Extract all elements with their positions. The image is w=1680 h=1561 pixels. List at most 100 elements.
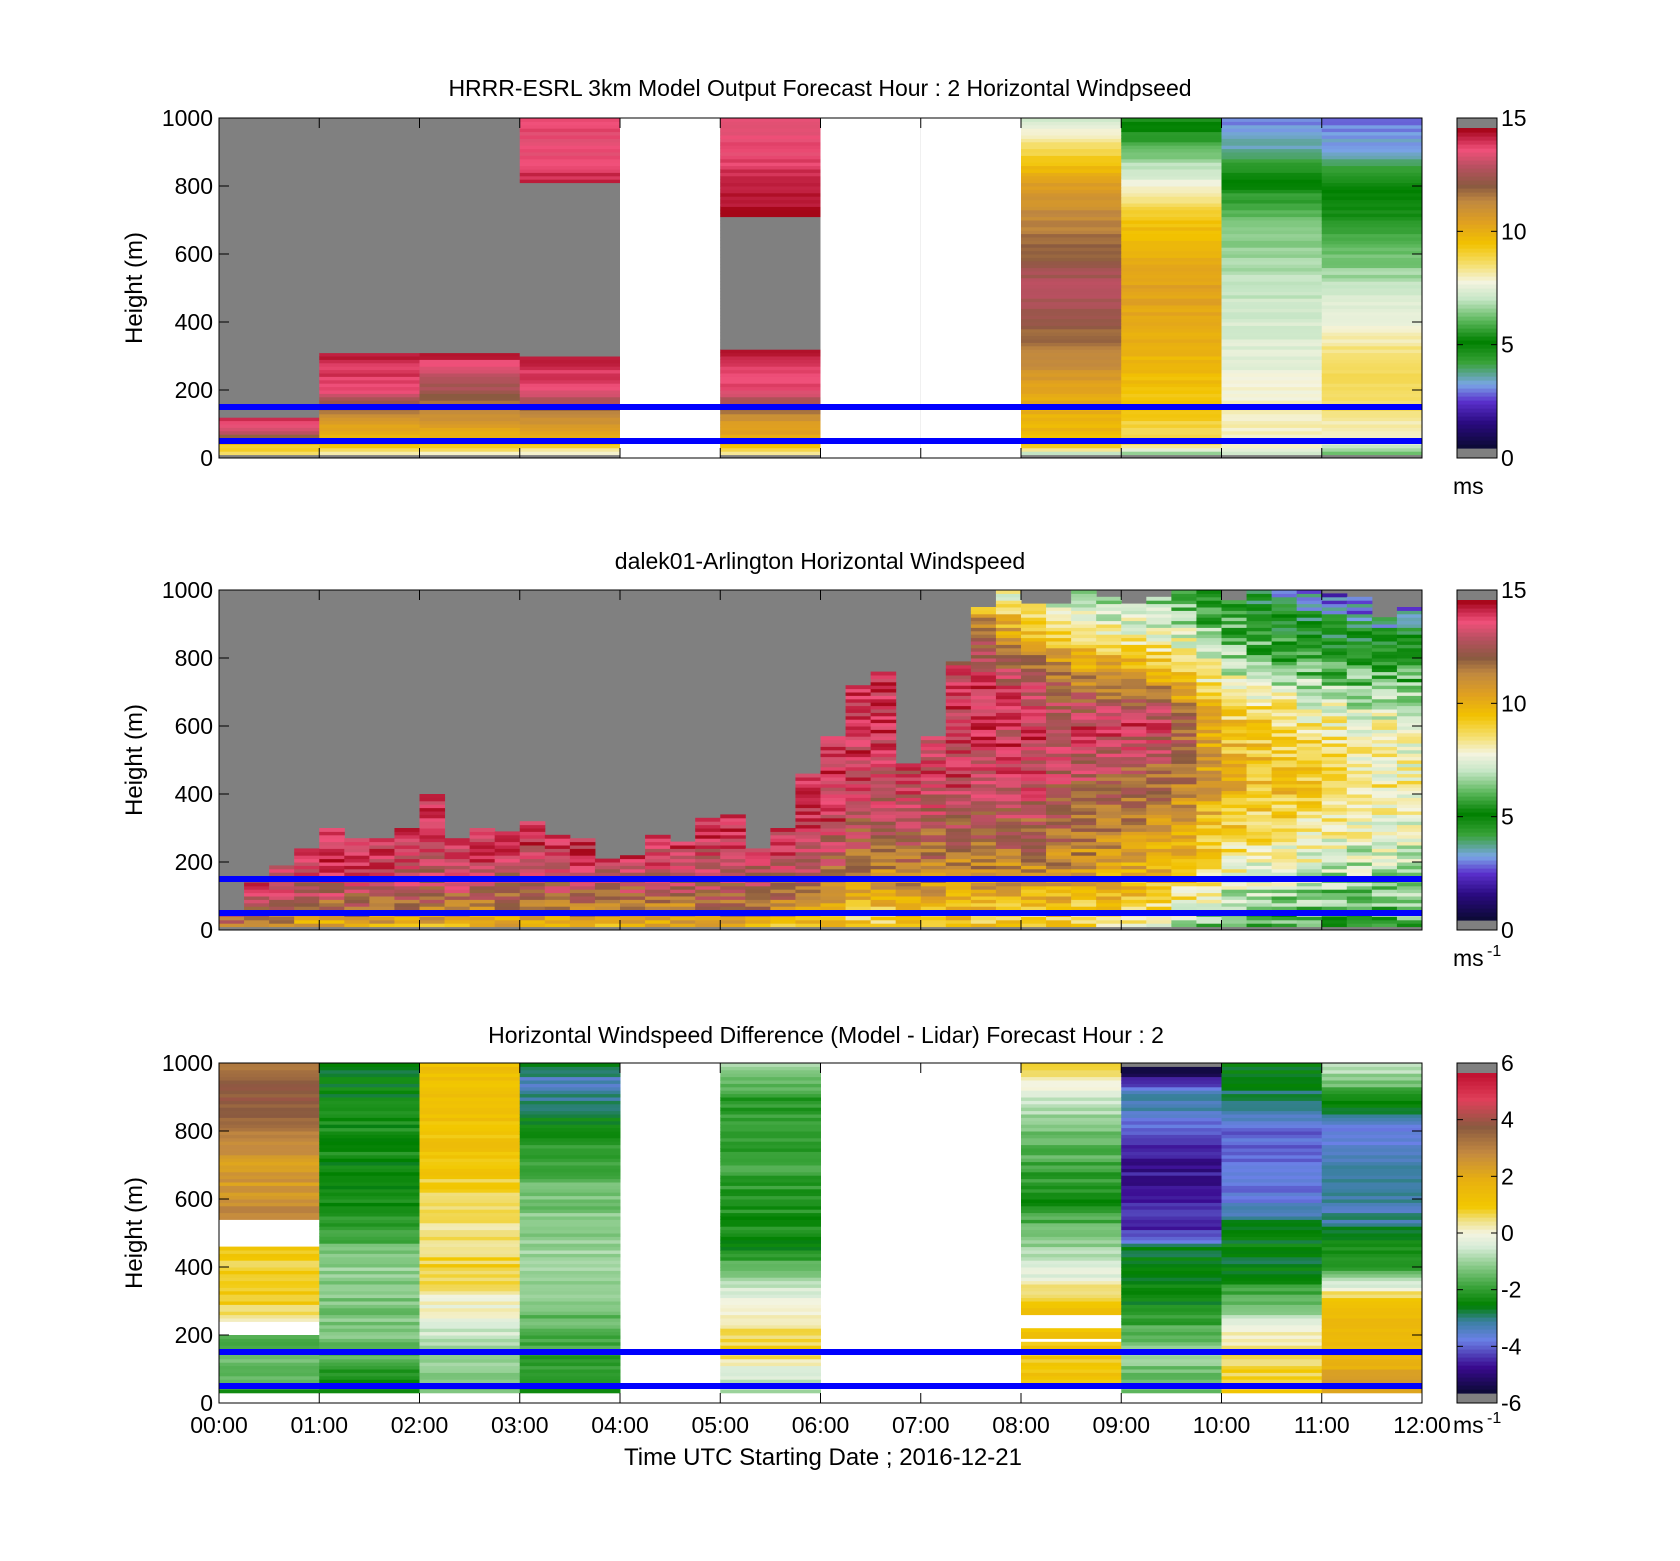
heatmap-cell (219, 447, 320, 452)
heatmap-cell (1296, 817, 1323, 822)
heatmap-cell (1171, 620, 1197, 625)
heatmap-cell (419, 240, 521, 245)
heatmap-cell (1196, 814, 1222, 819)
heatmap-cell (419, 444, 521, 449)
heatmap-cell (845, 777, 872, 781)
heatmap-cell (394, 838, 420, 843)
heatmap-cell (319, 1338, 420, 1343)
heatmap-cell (895, 872, 922, 877)
heatmap-cell (1221, 250, 1323, 255)
heatmap-cell (1071, 617, 1097, 622)
heatmap-cell (820, 817, 847, 822)
heatmap-cell (1096, 831, 1122, 836)
colorbar-segment (1457, 772, 1497, 777)
heatmap-cell (319, 1294, 420, 1299)
heatmap-cell (1221, 811, 1248, 815)
heatmap-cell (219, 216, 320, 221)
heatmap-cell (1121, 386, 1222, 391)
heatmap-cell (720, 247, 821, 252)
heatmap-cell (319, 1280, 420, 1285)
heatmap-cell (720, 1134, 821, 1139)
heatmap-cell (1046, 702, 1072, 707)
heatmap-cell (1021, 634, 1047, 639)
heatmap-cell (745, 885, 771, 890)
heatmap-cell (820, 804, 847, 809)
heatmap-cell (820, 824, 847, 829)
heatmap-cell (795, 783, 821, 788)
heatmap-cell (1021, 630, 1047, 635)
heatmap-cell (419, 916, 446, 921)
heatmap-cell (1021, 845, 1047, 849)
heatmap-cell (945, 722, 972, 727)
colorbar-segment (1457, 244, 1497, 249)
heatmap-cell (1021, 339, 1122, 343)
heatmap-cell (519, 831, 546, 836)
heatmap-cell (1321, 339, 1422, 343)
heatmap-cell (219, 359, 320, 364)
heatmap-cell (469, 841, 496, 846)
heatmap-cell (219, 1168, 320, 1173)
heatmap-cell (720, 1124, 821, 1129)
heatmap-cell (720, 1100, 821, 1105)
heatmap-cell (319, 322, 420, 326)
heatmap-cell (1121, 817, 1147, 822)
heatmap-cell (870, 770, 897, 775)
heatmap-cell (1146, 848, 1172, 853)
heatmap-cell (1346, 658, 1373, 662)
colorbar-segment (1457, 168, 1497, 173)
heatmap-cell (519, 301, 621, 306)
heatmap-cell (419, 1158, 521, 1163)
heatmap-cell (1221, 1284, 1323, 1288)
heatmap-cell (1071, 868, 1097, 873)
heatmap-cell (419, 1165, 521, 1169)
heatmap-cell (845, 872, 872, 877)
heatmap-cell (720, 1389, 821, 1394)
heatmap-cell (920, 753, 947, 758)
heatmap-cell (1121, 298, 1222, 303)
heatmap-cell (1321, 1216, 1422, 1220)
heatmap-cell (1221, 1168, 1323, 1173)
heatmap-cell (1121, 1080, 1222, 1084)
heatmap-cell (1321, 260, 1422, 265)
heatmap-cell (219, 284, 320, 289)
heatmap-cell (469, 882, 496, 887)
heatmap-cell (219, 301, 320, 306)
heatmap-cell (1046, 777, 1072, 781)
heatmap-cell (920, 807, 947, 812)
heatmap-cell (970, 770, 997, 775)
heatmap-cell (419, 410, 521, 415)
heatmap-cell (519, 254, 621, 258)
heatmap-cell (1246, 851, 1273, 856)
heatmap-cell (419, 1185, 521, 1190)
heatmap-cell (319, 862, 345, 866)
heatmap-cell (695, 841, 721, 846)
heatmap-cell (645, 916, 671, 921)
heatmap-cell (319, 1287, 420, 1292)
heatmap-cell (219, 916, 245, 921)
heatmap-cell (1321, 352, 1422, 357)
heatmap-cell (1321, 634, 1348, 639)
heatmap-cell (219, 1202, 320, 1207)
heatmap-cell (1196, 692, 1222, 696)
heatmap-cell (1121, 1120, 1222, 1125)
heatmap-cell (219, 311, 320, 316)
heatmap-cell (1021, 233, 1122, 238)
heatmap-cell (1321, 1273, 1422, 1278)
heatmap-cell (469, 858, 496, 863)
heatmap-cell (1396, 647, 1422, 652)
heatmap-cell (1121, 315, 1222, 320)
heatmap-cell (319, 138, 420, 143)
heatmap-cell (870, 678, 897, 683)
heatmap-cell (1221, 899, 1248, 904)
heatmap-cell (970, 675, 997, 679)
heatmap-cell (1321, 902, 1348, 907)
heatmap-cell (1121, 1086, 1222, 1091)
heatmap-cell (1221, 352, 1323, 357)
heatmap-cell (1221, 658, 1248, 662)
heatmap-cell (870, 760, 897, 764)
heatmap-cell (1321, 1158, 1422, 1163)
colorbar-tick-label: 2 (1501, 1163, 1514, 1189)
heatmap-cell (1371, 746, 1398, 751)
heatmap-cell (1221, 213, 1323, 218)
heatmap-cell (1096, 671, 1122, 676)
